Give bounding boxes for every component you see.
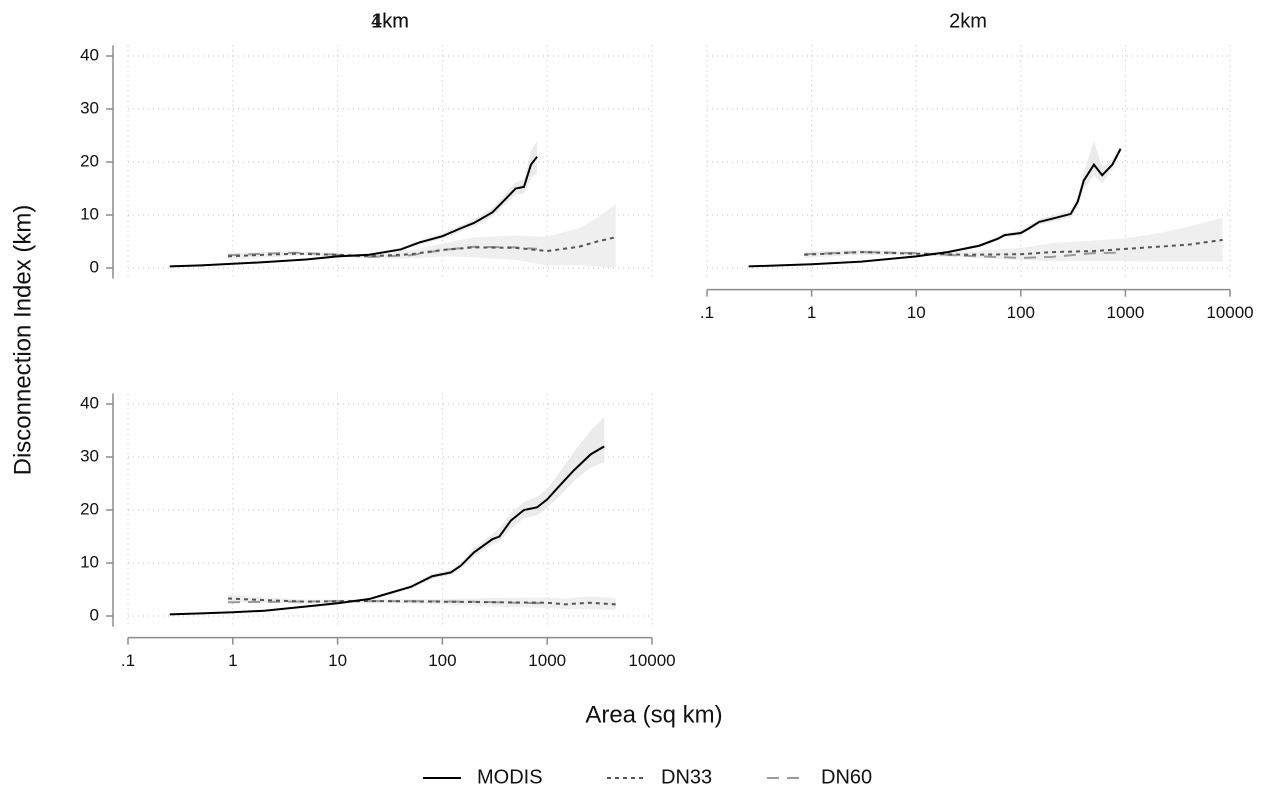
series-line	[227, 600, 548, 605]
x-axis-label: Area (sq km)	[585, 701, 722, 728]
x-tick-label: .1	[121, 651, 135, 670]
x-tick-label: 1000	[1106, 303, 1144, 322]
legend-label: MODIS	[477, 766, 543, 788]
y-tick-label: 20	[80, 151, 99, 170]
x-tick-label: 10000	[1206, 303, 1253, 322]
y-tick-label: 40	[80, 45, 99, 64]
y-tick-label: 0	[90, 257, 99, 276]
series-line	[169, 445, 605, 616]
series-line	[169, 156, 538, 268]
panel-title: 1km	[371, 10, 409, 32]
x-tick-label: .1	[700, 303, 714, 322]
legend-label: DN60	[821, 766, 872, 788]
series-line	[804, 238, 1223, 256]
y-axis-label: Disconnection Index (km)	[9, 205, 36, 476]
series-line	[227, 236, 616, 258]
x-tick-label: 10	[328, 651, 347, 670]
series-line	[748, 148, 1122, 268]
confidence-band	[228, 204, 616, 268]
panel-title: 2km	[949, 10, 987, 32]
y-tick-label: 30	[80, 98, 99, 117]
legend-label: DN33	[661, 766, 712, 788]
y-tick-label: 0	[90, 605, 99, 624]
series-line	[227, 597, 616, 606]
y-tick-label: 20	[80, 499, 99, 518]
confidence-band	[169, 417, 605, 615]
x-tick-label: 1	[807, 303, 816, 322]
x-tick-label: 10	[907, 303, 926, 322]
y-tick-label: 10	[80, 204, 99, 223]
y-tick-label: 40	[80, 393, 99, 412]
x-tick-label: 1	[228, 651, 237, 670]
panel-title: 4km	[371, 10, 409, 32]
y-tick-label: 30	[80, 446, 99, 465]
x-tick-label: 100	[1007, 303, 1035, 322]
y-tick-label: 10	[80, 552, 99, 571]
x-tick-label: 1000	[528, 651, 566, 670]
x-tick-label: 100	[428, 651, 456, 670]
x-tick-label: 10000	[628, 651, 675, 670]
confidence-band	[804, 217, 1223, 262]
